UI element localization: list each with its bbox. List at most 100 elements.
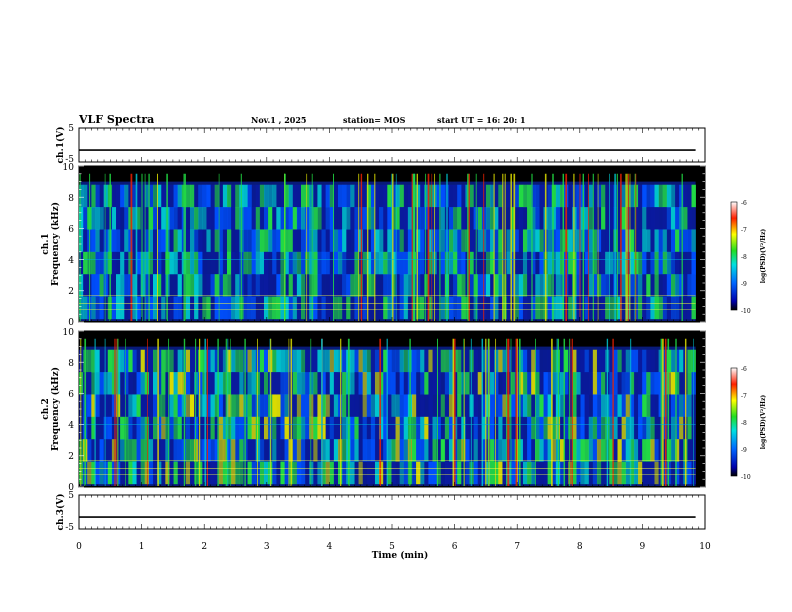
spectrogram-cell xyxy=(136,394,141,418)
spectrogram-cell xyxy=(420,229,425,253)
spectrogram-cell xyxy=(428,461,433,485)
spectrogram-cell xyxy=(243,207,248,230)
spectrogram-cell xyxy=(625,229,631,253)
spectrogram-cell xyxy=(428,349,433,373)
spectrogram-cell xyxy=(642,439,647,462)
spectrogram-cell xyxy=(222,207,228,230)
spectrogram-cell xyxy=(539,184,544,208)
spectrogram-cell xyxy=(576,184,581,208)
spectrogram-cell xyxy=(510,296,516,320)
spectrogram-cell xyxy=(502,372,507,395)
spectrogram-cell xyxy=(403,274,409,297)
spectrogram-cell xyxy=(284,372,289,395)
spectrogram-cell xyxy=(601,394,606,418)
spectrogram-cell xyxy=(284,207,289,230)
spectrogram-cell xyxy=(485,184,491,208)
spectrogram-cell xyxy=(592,229,598,253)
spectrogram-cell xyxy=(370,296,376,320)
spectrogram-cell xyxy=(321,416,326,440)
spectrogram-cell xyxy=(346,296,351,320)
spectrogram-cell xyxy=(518,394,524,418)
spectrogram-cell xyxy=(498,372,503,395)
spectrogram-cell xyxy=(284,296,289,320)
spectrogram-cell xyxy=(551,349,557,373)
spectrogram-cell xyxy=(420,274,425,297)
spectrogram-cell xyxy=(263,372,269,395)
spectrogram-cell xyxy=(436,416,442,440)
spectrogram-cell xyxy=(625,274,631,297)
spectrogram-cell xyxy=(152,296,158,320)
spectrogram-cell xyxy=(132,349,137,373)
spectrogram-cell xyxy=(124,394,129,418)
spectrogram-cell xyxy=(613,394,618,418)
spectrogram-cell xyxy=(473,461,479,485)
spectrogram-cell xyxy=(169,207,174,230)
spectrogram-cell xyxy=(329,251,335,275)
spectrogram-cell xyxy=(79,207,84,230)
spectrogram-cell xyxy=(136,439,141,462)
spectrogram-cell xyxy=(572,416,577,440)
spectrogram-cell xyxy=(420,416,425,440)
spectrogram-cell xyxy=(502,349,507,373)
spectrogram-cell xyxy=(177,296,183,320)
spectrogram-cell xyxy=(231,461,236,485)
spectrogram-cell xyxy=(337,251,343,275)
spectrogram-cell xyxy=(506,251,511,275)
spectrogram-cell xyxy=(617,394,622,418)
ch3-ylabel: ch.3(V) xyxy=(55,494,66,531)
spectrogram-cell xyxy=(691,296,696,320)
spectrogram-cell xyxy=(650,229,655,253)
spectrogram-cell xyxy=(148,461,154,485)
spectrogram-cell xyxy=(424,372,429,395)
spectrogram-cell xyxy=(629,274,635,297)
spectrogram-cell xyxy=(522,274,528,297)
spectrogram-cell xyxy=(194,416,199,440)
spectrogram-cell xyxy=(683,274,688,297)
spectrogram-cell xyxy=(559,251,565,275)
spectrogram-cell xyxy=(670,461,676,485)
spectrogram-cell xyxy=(370,229,376,253)
spectrogram-cell xyxy=(485,207,491,230)
spectrogram-cell xyxy=(362,439,368,462)
spectrogram-cell xyxy=(235,461,240,485)
spectrogram-cell xyxy=(263,394,269,418)
spectrogram-cell xyxy=(506,207,511,230)
spectrogram-cell xyxy=(107,461,113,485)
spectrogram-cell xyxy=(687,184,692,208)
spectrogram-cell xyxy=(543,439,548,462)
spectrogram-cell xyxy=(683,229,688,253)
spectrogram-cell xyxy=(588,184,594,208)
spectrogram-cell xyxy=(625,394,631,418)
spec2-ytick-label: 2 xyxy=(68,452,74,462)
spectrogram-cell xyxy=(621,229,627,253)
spectrogram-cell xyxy=(596,274,602,297)
spectrogram-cell xyxy=(675,229,680,253)
spectrogram-cell xyxy=(490,372,495,395)
spectrogram-cell xyxy=(231,349,236,373)
spectrogram-cell xyxy=(440,251,446,275)
spectrogram-cell xyxy=(148,349,154,373)
spectrogram-cell xyxy=(144,229,150,253)
spectrogram-cell xyxy=(206,296,211,320)
spectrogram-cell xyxy=(477,416,483,440)
spectrogram-cell xyxy=(403,394,409,418)
spectrogram-cell xyxy=(185,461,191,485)
spectrogram-cell xyxy=(646,372,651,395)
spectrogram-cell xyxy=(535,394,540,418)
spectrogram-cell xyxy=(280,439,285,462)
spectrogram-cell xyxy=(374,229,380,253)
spec2-ytick-label: 0 xyxy=(68,483,74,493)
spectrogram-cell xyxy=(251,229,257,253)
spectrogram-cell xyxy=(666,274,672,297)
spectrogram-cell xyxy=(366,372,372,395)
spectrogram-cell xyxy=(185,184,191,208)
spectrogram-cell xyxy=(194,349,199,373)
spectrogram-cell xyxy=(362,394,368,418)
spectrogram-cell xyxy=(629,461,635,485)
ch1-waveform-frame xyxy=(78,127,706,163)
spectrogram-cell xyxy=(407,207,413,230)
spectrogram-cell xyxy=(103,207,109,230)
spectrogram-cell xyxy=(448,461,454,485)
spectrogram-cell xyxy=(527,296,532,320)
spectrogram-cell xyxy=(342,251,347,275)
